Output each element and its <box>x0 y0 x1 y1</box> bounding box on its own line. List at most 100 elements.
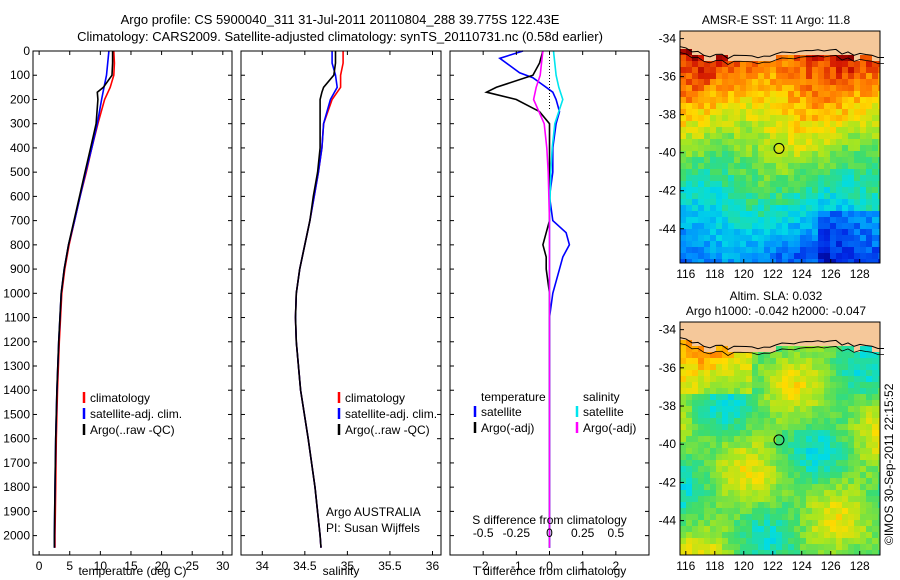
map-cell <box>830 85 836 91</box>
map-cell <box>806 424 812 430</box>
map-cell <box>842 538 848 544</box>
map-cell <box>854 412 860 418</box>
map-cell <box>710 376 716 382</box>
map-cell <box>776 400 782 406</box>
map-cell <box>848 79 854 85</box>
map-cell <box>854 484 860 490</box>
map-cell <box>704 49 710 55</box>
map-cell <box>848 388 854 394</box>
map-cell <box>734 364 740 370</box>
map-cell <box>812 187 818 193</box>
map-cell <box>830 109 836 115</box>
map-cell <box>692 322 698 328</box>
map-cell <box>776 109 782 115</box>
map-cell <box>722 442 728 448</box>
map-cell <box>698 247 704 253</box>
map-cell <box>782 115 788 121</box>
map-cell <box>806 346 812 352</box>
map-cell <box>878 442 880 448</box>
map-cell <box>710 127 716 133</box>
map-cell <box>764 478 770 484</box>
map-cell <box>776 532 782 538</box>
map-cell <box>830 229 836 235</box>
map-cell <box>734 181 740 187</box>
map-cell <box>716 400 722 406</box>
map-cell <box>842 484 848 490</box>
map-cell <box>764 259 770 263</box>
map-cell <box>776 406 782 412</box>
map-cell <box>848 532 854 538</box>
map-cell <box>680 241 686 247</box>
map-cell <box>848 145 854 151</box>
map-cell <box>830 133 836 139</box>
map-cell <box>734 508 740 514</box>
map-cell <box>830 322 836 328</box>
map-cell <box>806 205 812 211</box>
map-cell <box>680 121 686 127</box>
map-cell <box>752 532 758 538</box>
map-cell <box>836 460 842 466</box>
map-cell <box>746 388 752 394</box>
map-cell <box>782 472 788 478</box>
y-tick-label: 500 <box>10 165 30 179</box>
map-cell <box>758 472 764 478</box>
map-cell <box>776 253 782 259</box>
map-cell <box>788 514 794 520</box>
map-cell <box>860 478 866 484</box>
map-cell <box>872 109 878 115</box>
map-cell <box>818 187 824 193</box>
map-cell <box>860 328 866 334</box>
map-cell <box>764 472 770 478</box>
map-cell <box>692 163 698 169</box>
map-cell <box>812 526 818 532</box>
map-cell <box>860 79 866 85</box>
map-cell <box>692 151 698 157</box>
map-cell <box>824 229 830 235</box>
map-cell <box>800 436 806 442</box>
map-cell <box>722 508 728 514</box>
map-cell <box>818 346 824 352</box>
map-cell <box>866 352 872 358</box>
map-cell <box>878 97 880 103</box>
x-tick-label: 0 <box>546 559 553 573</box>
map-cell <box>782 157 788 163</box>
map-cell <box>854 175 860 181</box>
map-cell <box>842 478 848 484</box>
map-cell <box>686 520 692 526</box>
map-cell <box>866 223 872 229</box>
map-cell <box>746 121 752 127</box>
map-cell <box>782 79 788 85</box>
map-cell <box>764 520 770 526</box>
map-cell <box>794 472 800 478</box>
map-cell <box>734 526 740 532</box>
map-cell <box>680 544 686 550</box>
map-cell <box>782 103 788 109</box>
map-cell <box>704 187 710 193</box>
map-cell <box>680 175 686 181</box>
map-cell <box>848 199 854 205</box>
map-cell <box>842 334 848 340</box>
map-cell <box>824 163 830 169</box>
map-cell <box>728 370 734 376</box>
map-y-tick-label: -34 <box>659 323 677 337</box>
map-cell <box>704 520 710 526</box>
map-cell <box>854 121 860 127</box>
map-cell <box>746 430 752 436</box>
map-cell <box>818 211 824 217</box>
map-cell <box>770 169 776 175</box>
map-cell <box>698 328 704 334</box>
legend-item-1: satellite-adj. clim. <box>90 407 182 421</box>
map-cell <box>770 73 776 79</box>
y-tick-label: 200 <box>10 92 30 106</box>
map-cell <box>872 346 878 352</box>
map-cell <box>776 241 782 247</box>
map-cell <box>782 31 788 37</box>
map-cell <box>728 223 734 229</box>
map-cell <box>836 394 842 400</box>
map-cell <box>722 247 728 253</box>
map-cell <box>740 211 746 217</box>
map-cell <box>854 91 860 97</box>
map-cell <box>692 55 698 61</box>
map-cell <box>716 454 722 460</box>
map-cell <box>800 424 806 430</box>
